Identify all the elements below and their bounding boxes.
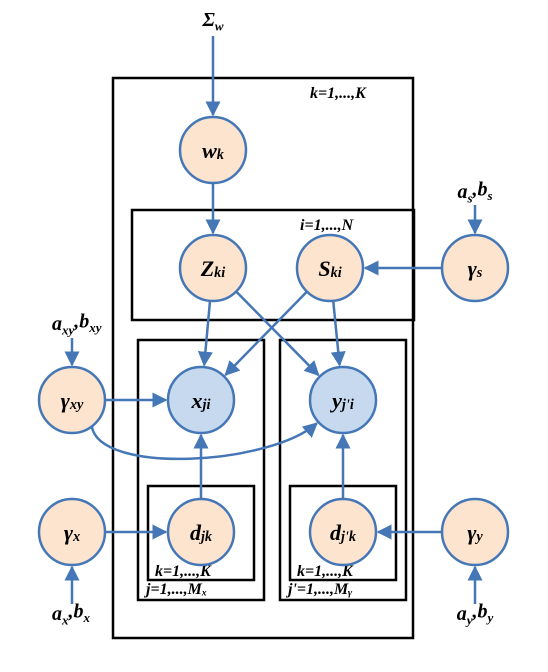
- plate-label-K: k=1,...,K: [310, 85, 367, 102]
- plate-label-My_out: j'=1,...,Mᵧ: [285, 581, 352, 598]
- plate-label-Mx_out: j=1,...,Mₓ: [143, 581, 207, 598]
- canvas-bg: [0, 0, 548, 672]
- plate-label-N: i=1,...,N: [300, 217, 355, 234]
